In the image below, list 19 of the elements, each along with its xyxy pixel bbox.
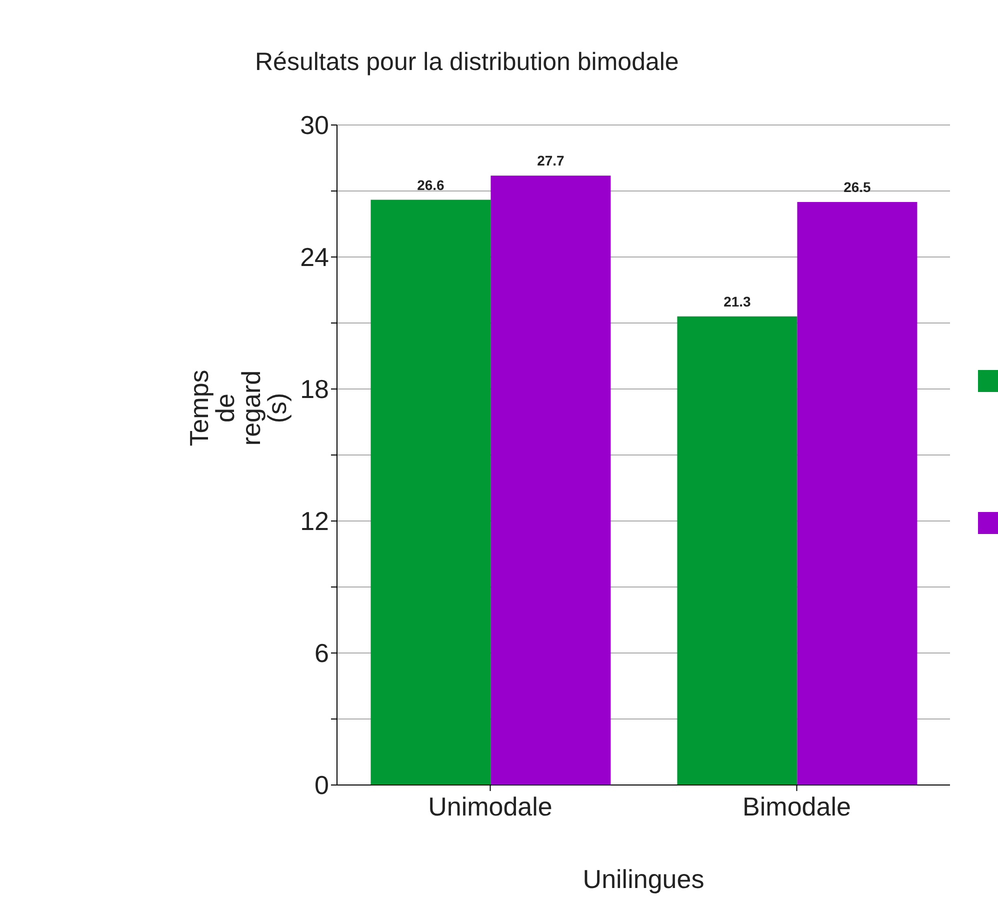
x-tick-label: Bimodale bbox=[742, 791, 851, 822]
bar bbox=[490, 176, 611, 785]
x-tick-label: Unimodale bbox=[428, 791, 552, 822]
y-tick-label: 30 bbox=[300, 110, 329, 140]
bar bbox=[797, 202, 918, 785]
bar bbox=[677, 316, 798, 785]
data-label: 27.7 bbox=[537, 152, 565, 169]
x-axis-title: Unilingues bbox=[582, 864, 704, 894]
y-tick-label: 12 bbox=[300, 506, 329, 536]
y-axis-title: Temps de regard (s) bbox=[184, 370, 292, 446]
y-tick-label: 0 bbox=[314, 770, 329, 800]
y-tick-label: 24 bbox=[300, 242, 329, 272]
chart-title: Résultats pour la distribution bimodale bbox=[255, 48, 679, 77]
data-label: 21.3 bbox=[724, 293, 752, 310]
y-tick-label: 18 bbox=[300, 374, 329, 404]
y-tick-label: 6 bbox=[314, 638, 329, 668]
data-label: 26.6 bbox=[417, 176, 445, 193]
data-label: 26.5 bbox=[844, 179, 872, 195]
bar bbox=[370, 200, 491, 785]
